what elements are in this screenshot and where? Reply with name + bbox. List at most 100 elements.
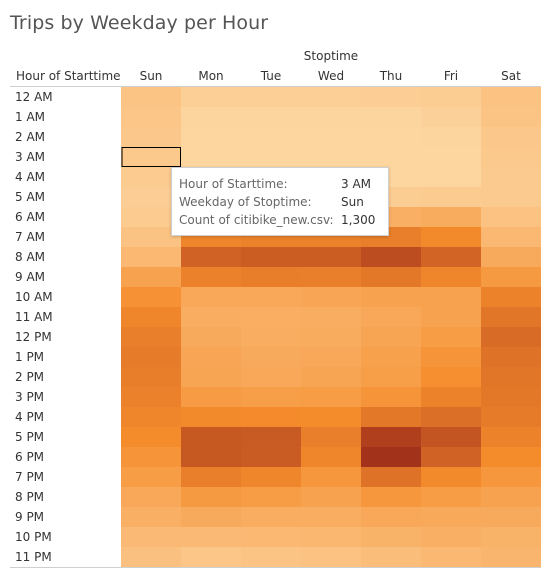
heatmap-cell-8am-sat[interactable]: [481, 247, 541, 267]
heatmap-cell-9am-thu[interactable]: [361, 267, 421, 287]
heatmap-cell-3am-tue[interactable]: [241, 147, 301, 167]
heatmap-cell-2pm-fri[interactable]: [421, 367, 481, 387]
heatmap-cell-6pm-tue[interactable]: [241, 447, 301, 467]
heatmap-cell-9pm-thu[interactable]: [361, 507, 421, 527]
heatmap-cell-2pm-sun[interactable]: [121, 367, 181, 387]
heatmap-cell-3am-fri[interactable]: [421, 147, 481, 167]
heatmap-cell-6pm-fri[interactable]: [421, 447, 481, 467]
heatmap-cell-8pm-wed[interactable]: [301, 487, 361, 507]
heatmap-cell-11pm-sat[interactable]: [481, 547, 541, 567]
heatmap-cell-9am-sun[interactable]: [121, 267, 181, 287]
heatmap-cell-2pm-tue[interactable]: [241, 367, 301, 387]
heatmap-cell-12am-sun[interactable]: [121, 87, 181, 107]
heatmap-cell-7am-fri[interactable]: [421, 227, 481, 247]
heatmap-cell-7pm-sat[interactable]: [481, 467, 541, 487]
heatmap-cell-1pm-fri[interactable]: [421, 347, 481, 367]
heatmap-cell-1pm-mon[interactable]: [181, 347, 241, 367]
heatmap-cell-2am-mon[interactable]: [181, 127, 241, 147]
heatmap-cell-10am-tue[interactable]: [241, 287, 301, 307]
heatmap-cell-11am-tue[interactable]: [241, 307, 301, 327]
heatmap-cell-3pm-tue[interactable]: [241, 387, 301, 407]
heatmap-cell-11am-fri[interactable]: [421, 307, 481, 327]
heatmap-cell-3am-mon[interactable]: [181, 147, 241, 167]
heatmap-cell-12am-mon[interactable]: [181, 87, 241, 107]
heatmap-cell-10am-fri[interactable]: [421, 287, 481, 307]
heatmap-cell-11am-mon[interactable]: [181, 307, 241, 327]
heatmap-cell-8pm-fri[interactable]: [421, 487, 481, 507]
heatmap-cell-1pm-wed[interactable]: [301, 347, 361, 367]
heatmap-cell-2am-wed[interactable]: [301, 127, 361, 147]
heatmap-cell-6am-fri[interactable]: [421, 207, 481, 227]
heatmap-cell-11am-thu[interactable]: [361, 307, 421, 327]
heatmap-cell-8am-mon[interactable]: [181, 247, 241, 267]
heatmap-cell-10am-sun[interactable]: [121, 287, 181, 307]
heatmap-cell-2pm-mon[interactable]: [181, 367, 241, 387]
heatmap-cell-12pm-thu[interactable]: [361, 327, 421, 347]
heatmap-cell-2am-fri[interactable]: [421, 127, 481, 147]
heatmap-cell-9am-wed[interactable]: [301, 267, 361, 287]
heatmap-cell-3pm-sun[interactable]: [121, 387, 181, 407]
heatmap-cell-5am-sat[interactable]: [481, 187, 541, 207]
heatmap-cell-9am-mon[interactable]: [181, 267, 241, 287]
heatmap-cell-9am-sat[interactable]: [481, 267, 541, 287]
heatmap-cell-2am-tue[interactable]: [241, 127, 301, 147]
heatmap-cell-12pm-sun[interactable]: [121, 327, 181, 347]
heatmap-cell-4am-sun[interactable]: [121, 167, 181, 187]
heatmap-cell-11am-sun[interactable]: [121, 307, 181, 327]
heatmap-cell-12pm-tue[interactable]: [241, 327, 301, 347]
heatmap-cell-10pm-sat[interactable]: [481, 527, 541, 547]
heatmap-cell-2pm-wed[interactable]: [301, 367, 361, 387]
heatmap-cell-1am-sat[interactable]: [481, 107, 541, 127]
heatmap-cell-11pm-tue[interactable]: [241, 547, 301, 567]
heatmap-cell-10pm-mon[interactable]: [181, 527, 241, 547]
heatmap-cell-1am-mon[interactable]: [181, 107, 241, 127]
heatmap-cell-5pm-sat[interactable]: [481, 427, 541, 447]
heatmap-cell-8am-thu[interactable]: [361, 247, 421, 267]
heatmap-cell-3pm-wed[interactable]: [301, 387, 361, 407]
heatmap-cell-5pm-thu[interactable]: [361, 427, 421, 447]
heatmap-cell-10pm-tue[interactable]: [241, 527, 301, 547]
heatmap-cell-1am-sun[interactable]: [121, 107, 181, 127]
heatmap-cell-9am-tue[interactable]: [241, 267, 301, 287]
heatmap-cell-12pm-wed[interactable]: [301, 327, 361, 347]
heatmap-cell-8am-sun[interactable]: [121, 247, 181, 267]
heatmap-cell-11pm-fri[interactable]: [421, 547, 481, 567]
heatmap-cell-7pm-sun[interactable]: [121, 467, 181, 487]
heatmap-cell-5am-sun[interactable]: [121, 187, 181, 207]
heatmap-cell-12pm-sat[interactable]: [481, 327, 541, 347]
heatmap-cell-12pm-fri[interactable]: [421, 327, 481, 347]
heatmap-cell-4pm-wed[interactable]: [301, 407, 361, 427]
heatmap-cell-11pm-sun[interactable]: [121, 547, 181, 567]
heatmap-cell-10pm-thu[interactable]: [361, 527, 421, 547]
heatmap-cell-5pm-sun[interactable]: [121, 427, 181, 447]
heatmap-cell-4pm-fri[interactable]: [421, 407, 481, 427]
heatmap-cell-12pm-mon[interactable]: [181, 327, 241, 347]
heatmap-cell-10am-sat[interactable]: [481, 287, 541, 307]
heatmap-cell-3pm-mon[interactable]: [181, 387, 241, 407]
heatmap-cell-3pm-thu[interactable]: [361, 387, 421, 407]
heatmap-cell-11pm-thu[interactable]: [361, 547, 421, 567]
heatmap-cell-8pm-thu[interactable]: [361, 487, 421, 507]
heatmap-cell-6pm-sat[interactable]: [481, 447, 541, 467]
heatmap-cell-4pm-sun[interactable]: [121, 407, 181, 427]
heatmap-cell-10am-wed[interactable]: [301, 287, 361, 307]
heatmap-cell-3am-wed[interactable]: [301, 147, 361, 167]
heatmap-cell-1pm-tue[interactable]: [241, 347, 301, 367]
heatmap-cell-1am-wed[interactable]: [301, 107, 361, 127]
heatmap-cell-4pm-tue[interactable]: [241, 407, 301, 427]
heatmap-cell-1am-tue[interactable]: [241, 107, 301, 127]
heatmap-cell-10pm-fri[interactable]: [421, 527, 481, 547]
heatmap-cell-10am-thu[interactable]: [361, 287, 421, 307]
heatmap-cell-12am-fri[interactable]: [421, 87, 481, 107]
heatmap-cell-8am-tue[interactable]: [241, 247, 301, 267]
heatmap-cell-7pm-tue[interactable]: [241, 467, 301, 487]
heatmap-cell-5pm-wed[interactable]: [301, 427, 361, 447]
heatmap-cell-8pm-sat[interactable]: [481, 487, 541, 507]
heatmap-cell-8pm-mon[interactable]: [181, 487, 241, 507]
heatmap-cell-4pm-mon[interactable]: [181, 407, 241, 427]
heatmap-cell-12am-tue[interactable]: [241, 87, 301, 107]
heatmap-cell-3pm-fri[interactable]: [421, 387, 481, 407]
heatmap-cell-4am-fri[interactable]: [421, 167, 481, 187]
heatmap-cell-12am-thu[interactable]: [361, 87, 421, 107]
heatmap-cell-6am-sat[interactable]: [481, 207, 541, 227]
